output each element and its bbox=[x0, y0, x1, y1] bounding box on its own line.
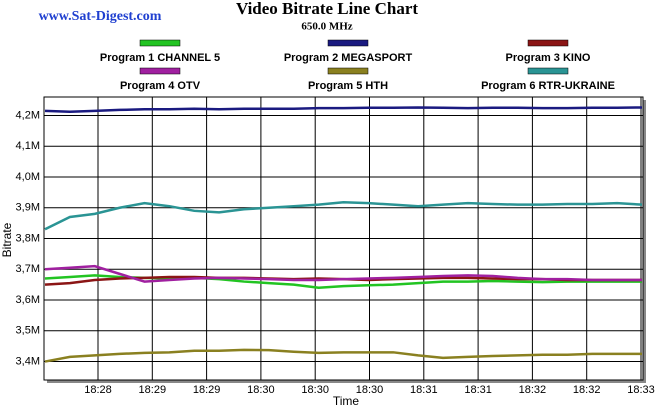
x-tick-label: 18:30 bbox=[247, 384, 275, 396]
legend-label: Program 3 KINO bbox=[506, 52, 591, 64]
y-tick-label: 3,5M bbox=[16, 325, 40, 337]
legend-swatch bbox=[139, 67, 181, 75]
brand: www.Sat-Digest.com bbox=[39, 9, 162, 24]
legend-swatch bbox=[139, 39, 181, 47]
legend-swatch bbox=[527, 39, 569, 47]
x-tick-label: 18:31 bbox=[410, 384, 438, 396]
legend-swatch bbox=[327, 39, 369, 47]
y-tick-label: 3,8M bbox=[16, 232, 40, 244]
legend-swatch bbox=[527, 67, 569, 75]
series-line bbox=[44, 348, 642, 363]
legend-label: Program 1 CHANNEL 5 bbox=[100, 52, 220, 64]
chart-title: Video Bitrate Line Chart bbox=[236, 0, 418, 18]
y-tick-label: 4,1M bbox=[16, 140, 40, 152]
series-line bbox=[44, 200, 643, 231]
legend-swatch bbox=[327, 67, 369, 75]
legend-label: Program 6 RTR-UKRAINE bbox=[481, 80, 615, 92]
y-tick-label: 3,6M bbox=[16, 294, 40, 306]
y-tick-label: 3,7M bbox=[16, 263, 40, 275]
x-axis-label: Time bbox=[333, 394, 360, 408]
series-line bbox=[44, 264, 642, 283]
y-tick-label: 3,9M bbox=[16, 202, 40, 214]
x-tick-label: 18:30 bbox=[301, 384, 329, 396]
x-tick-label: 18:29 bbox=[193, 384, 221, 396]
y-tick-label: 4,0M bbox=[16, 171, 40, 183]
series-line bbox=[44, 106, 643, 114]
y-tick-label: 4,2M bbox=[16, 109, 40, 121]
x-tick-label: 18:32 bbox=[573, 384, 601, 396]
x-tick-label: 18:33 bbox=[627, 384, 655, 396]
chart-subtitle: 650.0 MHz bbox=[301, 21, 352, 33]
x-tick-label: 18:30 bbox=[356, 384, 384, 396]
legend-label: Program 2 MEGASPORT bbox=[284, 52, 413, 64]
legend-label: Program 5 HTH bbox=[308, 80, 388, 92]
x-tick-label: 18:31 bbox=[464, 384, 492, 396]
y-axis-label: Bitrate bbox=[0, 222, 14, 257]
x-tick-label: 18:32 bbox=[519, 384, 547, 396]
legend-label: Program 4 OTV bbox=[120, 80, 201, 92]
x-tick-label: 18:28 bbox=[84, 384, 112, 396]
x-tick-label: 18:29 bbox=[139, 384, 167, 396]
y-tick-label: 3,4M bbox=[16, 355, 40, 367]
